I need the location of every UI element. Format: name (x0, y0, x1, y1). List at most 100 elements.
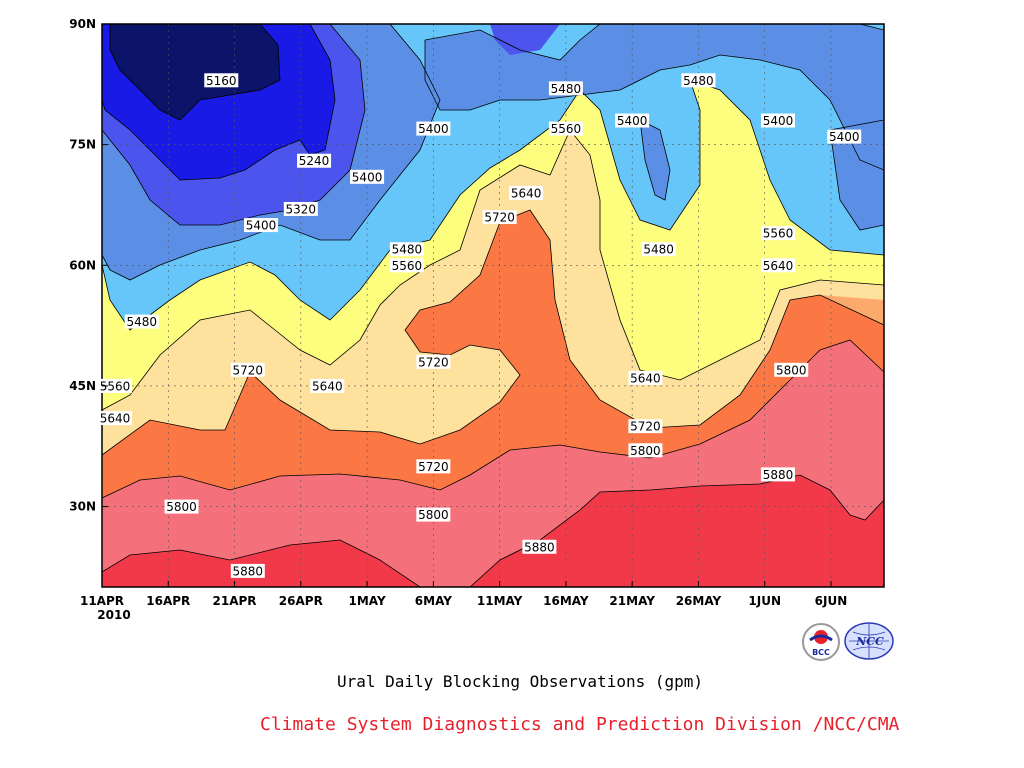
contour-label: 5560 (389, 258, 424, 273)
contour-label-text: 5800 (630, 444, 661, 458)
contour-label-box (615, 113, 650, 128)
contour-label-text: 5400 (352, 170, 383, 184)
contour-label-box (204, 73, 239, 88)
contour-label: 5560 (98, 378, 132, 393)
contour-label-box (509, 185, 544, 200)
contour-label: 5240 (297, 153, 332, 168)
contour-label: 5720 (416, 459, 451, 474)
grid-lines (102, 24, 884, 587)
contour-label-text: 5800 (166, 500, 197, 514)
contour-label: 5480 (681, 73, 716, 88)
contour-label-box (827, 129, 862, 144)
contour-label-box (641, 242, 676, 257)
bcc-logo-text: BCC (812, 648, 830, 657)
contour-label-text: 5720 (418, 460, 449, 474)
contour-label: 5400 (615, 113, 650, 128)
contour-label: 5720 (482, 210, 517, 225)
contour-label-box (230, 362, 265, 377)
contour-label-text: 5720 (484, 211, 515, 225)
contour-label-text: 5560 (763, 227, 794, 241)
plot-frame (101, 23, 885, 588)
contour-label-text: 5400 (763, 114, 794, 128)
contour-label-box (416, 507, 451, 522)
x-tick-label: 16MAY (543, 594, 589, 608)
contour-label: 5480 (389, 242, 424, 257)
contour-label-box (760, 467, 795, 482)
x-tick-label: 21APR (213, 594, 257, 608)
contour-label-box (548, 121, 583, 136)
contour-label-text: 5400 (617, 114, 648, 128)
contour-label-box (350, 169, 385, 184)
band-lt5160 (110, 24, 280, 120)
y-tick-label: 90N (69, 17, 96, 31)
contour-label: 5800 (164, 499, 199, 514)
x-tick-label: 21MAY (609, 594, 655, 608)
contour-label: 5640 (98, 411, 132, 426)
contour-label-text: 5640 (763, 259, 794, 273)
contour-label: 5720 (416, 354, 451, 369)
contour-label-box (389, 258, 424, 273)
contour-label-text: 5480 (126, 315, 157, 329)
contour-label: 5480 (548, 81, 583, 96)
contour-label-text: 5560 (100, 379, 131, 393)
contour-label-text: 5480 (392, 243, 423, 257)
contour-label: 5720 (628, 419, 663, 434)
credit-line: Climate System Diagnostics and Predictio… (260, 714, 900, 735)
x-tick-label: 16APR (146, 594, 190, 608)
y-tick-label: 45N (69, 379, 96, 393)
contour-label-box (244, 218, 279, 233)
contour-label-text: 5560 (551, 122, 582, 136)
contour-label-box (760, 258, 795, 273)
contour-label-text: 5800 (776, 363, 807, 377)
contour-label-text: 5480 (683, 74, 714, 88)
contour-label: 5400 (350, 169, 385, 184)
band-5480 (102, 80, 884, 410)
band-5320-d (830, 120, 884, 230)
contour-label: 5400 (244, 218, 279, 233)
contour-label-text: 5480 (643, 243, 674, 257)
contour-label-box (283, 201, 318, 216)
contour-label-box (310, 378, 345, 393)
contour-label-text: 5320 (286, 202, 317, 216)
contour-label: 5560 (760, 226, 795, 241)
y-tick-label: 75N (69, 138, 96, 152)
contour-label-text: 5400 (246, 219, 277, 233)
contour-label-text: 5400 (829, 130, 860, 144)
contour-label-box (522, 539, 557, 554)
contour-label-box (760, 113, 795, 128)
contour-label-box (774, 362, 809, 377)
band-5560 (102, 130, 884, 455)
x-tick-label: 1MAY (349, 594, 386, 608)
contour-label: 5720 (230, 362, 265, 377)
contour-label: 5640 (760, 258, 795, 273)
x-year-label: 2010 (97, 608, 130, 622)
contour-label-text: 5640 (312, 379, 343, 393)
x-tick-label: 26APR (279, 594, 323, 608)
contour-label: 5400 (416, 121, 451, 136)
contour-label-text: 5880 (763, 468, 794, 482)
bcc-logo: BCC (802, 623, 840, 661)
contour-label-box (389, 242, 424, 257)
band-5320-b (425, 24, 884, 170)
y-tick-label: 30N (69, 500, 96, 514)
band-5880 (102, 475, 884, 587)
ncc-logo-text: NCC (855, 635, 884, 648)
x-tick-label: 26MAY (676, 594, 722, 608)
contour-label: 5400 (760, 113, 795, 128)
contour-label-box (548, 81, 583, 96)
contour-label: 5880 (760, 467, 795, 482)
contour-labels: 5160 5240 5320 5400 5400 5400 5480 5480 5560 5480… (98, 73, 862, 578)
y-axis: 90N 75N 60N 45N 30N (69, 17, 108, 514)
contour-label-box (628, 370, 663, 385)
contour-label-box (230, 563, 265, 578)
contour-label: 5800 (628, 443, 663, 458)
contour-label-box (164, 499, 199, 514)
contour-label-box (124, 314, 159, 329)
contour-label: 5480 (124, 314, 159, 329)
contour-label: 5640 (310, 378, 345, 393)
contour-label-text: 5480 (551, 82, 582, 96)
contour-label-box (681, 73, 716, 88)
contour-label-text: 5640 (511, 186, 542, 200)
contour-label-box (416, 121, 451, 136)
